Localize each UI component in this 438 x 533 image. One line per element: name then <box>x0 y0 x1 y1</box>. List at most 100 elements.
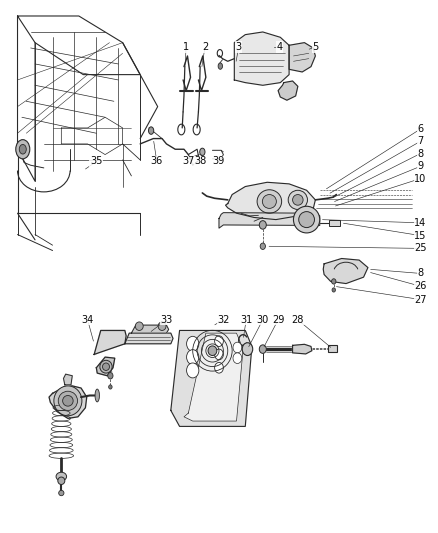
FancyBboxPatch shape <box>328 345 337 352</box>
Polygon shape <box>289 43 315 72</box>
Text: 34: 34 <box>81 315 94 325</box>
Text: 8: 8 <box>417 269 424 278</box>
Ellipse shape <box>187 363 199 378</box>
Ellipse shape <box>109 385 112 389</box>
Ellipse shape <box>16 140 30 159</box>
Text: 25: 25 <box>414 244 427 253</box>
Polygon shape <box>293 344 312 354</box>
Text: 37: 37 <box>182 157 194 166</box>
Ellipse shape <box>332 288 336 292</box>
Text: 27: 27 <box>414 295 427 304</box>
Ellipse shape <box>293 195 303 205</box>
Polygon shape <box>278 81 298 100</box>
Ellipse shape <box>95 389 99 402</box>
Ellipse shape <box>19 144 26 154</box>
Ellipse shape <box>215 349 223 360</box>
Text: 26: 26 <box>414 281 427 291</box>
Text: 9: 9 <box>417 161 424 171</box>
Text: 35: 35 <box>90 157 102 166</box>
Ellipse shape <box>215 362 223 373</box>
Ellipse shape <box>108 373 113 379</box>
Polygon shape <box>94 330 126 354</box>
Polygon shape <box>171 330 252 426</box>
Text: 6: 6 <box>417 124 424 134</box>
Ellipse shape <box>200 148 205 156</box>
Ellipse shape <box>262 195 276 208</box>
Polygon shape <box>49 385 87 418</box>
Text: 32: 32 <box>217 315 230 325</box>
Polygon shape <box>219 213 320 228</box>
Ellipse shape <box>218 63 223 69</box>
Ellipse shape <box>102 363 110 370</box>
Text: 10: 10 <box>414 174 427 183</box>
Text: 8: 8 <box>417 149 424 158</box>
Text: 32: 32 <box>217 315 230 325</box>
Ellipse shape <box>257 190 282 213</box>
Ellipse shape <box>288 190 307 209</box>
FancyBboxPatch shape <box>329 220 340 226</box>
Text: 6: 6 <box>417 124 424 134</box>
Polygon shape <box>323 259 368 284</box>
Text: 4: 4 <box>276 42 283 52</box>
Ellipse shape <box>208 346 217 356</box>
Text: 1: 1 <box>183 42 189 52</box>
Text: 33: 33 <box>160 315 173 325</box>
Text: 5: 5 <box>312 42 318 52</box>
Text: 34: 34 <box>81 315 94 325</box>
Ellipse shape <box>58 477 65 484</box>
Text: 2: 2 <box>202 42 208 52</box>
Text: 35: 35 <box>90 157 102 166</box>
Text: 2: 2 <box>202 42 208 52</box>
Ellipse shape <box>187 350 199 365</box>
Ellipse shape <box>293 206 320 233</box>
Text: 31: 31 <box>240 315 252 325</box>
Polygon shape <box>96 357 115 376</box>
Text: 9: 9 <box>417 161 424 171</box>
Text: 3: 3 <box>236 42 242 52</box>
Ellipse shape <box>59 490 64 496</box>
Polygon shape <box>125 333 173 344</box>
Ellipse shape <box>242 343 253 356</box>
Text: 29: 29 <box>272 315 284 325</box>
Text: 28: 28 <box>292 315 304 325</box>
Ellipse shape <box>259 345 266 353</box>
Ellipse shape <box>158 322 166 330</box>
Text: 10: 10 <box>414 174 427 183</box>
Text: 36: 36 <box>151 157 163 166</box>
Ellipse shape <box>148 127 154 134</box>
Ellipse shape <box>233 342 242 353</box>
Text: 15: 15 <box>414 231 427 240</box>
Text: 29: 29 <box>272 315 284 325</box>
Text: 14: 14 <box>414 218 427 228</box>
Text: 1: 1 <box>183 42 189 52</box>
Ellipse shape <box>56 472 67 481</box>
Ellipse shape <box>54 386 82 416</box>
Text: 36: 36 <box>151 157 163 166</box>
Text: 4: 4 <box>276 42 283 52</box>
Text: 39: 39 <box>212 157 224 166</box>
Text: 25: 25 <box>414 244 427 253</box>
Text: 15: 15 <box>414 231 427 240</box>
Text: 8: 8 <box>417 149 424 158</box>
Ellipse shape <box>187 336 199 351</box>
Polygon shape <box>226 182 315 220</box>
Ellipse shape <box>299 212 314 228</box>
Text: 30: 30 <box>257 315 269 325</box>
Text: 33: 33 <box>160 315 173 325</box>
Ellipse shape <box>135 322 143 330</box>
Text: 38: 38 <box>194 157 207 166</box>
Text: 5: 5 <box>312 42 318 52</box>
Ellipse shape <box>332 279 336 284</box>
Polygon shape <box>184 333 243 421</box>
Ellipse shape <box>215 336 223 346</box>
Polygon shape <box>131 325 169 333</box>
Ellipse shape <box>233 353 242 364</box>
Text: 8: 8 <box>417 269 424 278</box>
Text: 31: 31 <box>240 315 252 325</box>
Polygon shape <box>234 32 289 85</box>
Text: 7: 7 <box>417 136 424 146</box>
Text: 3: 3 <box>236 42 242 52</box>
Text: 30: 30 <box>257 315 269 325</box>
Ellipse shape <box>260 243 265 249</box>
Text: 28: 28 <box>292 315 304 325</box>
